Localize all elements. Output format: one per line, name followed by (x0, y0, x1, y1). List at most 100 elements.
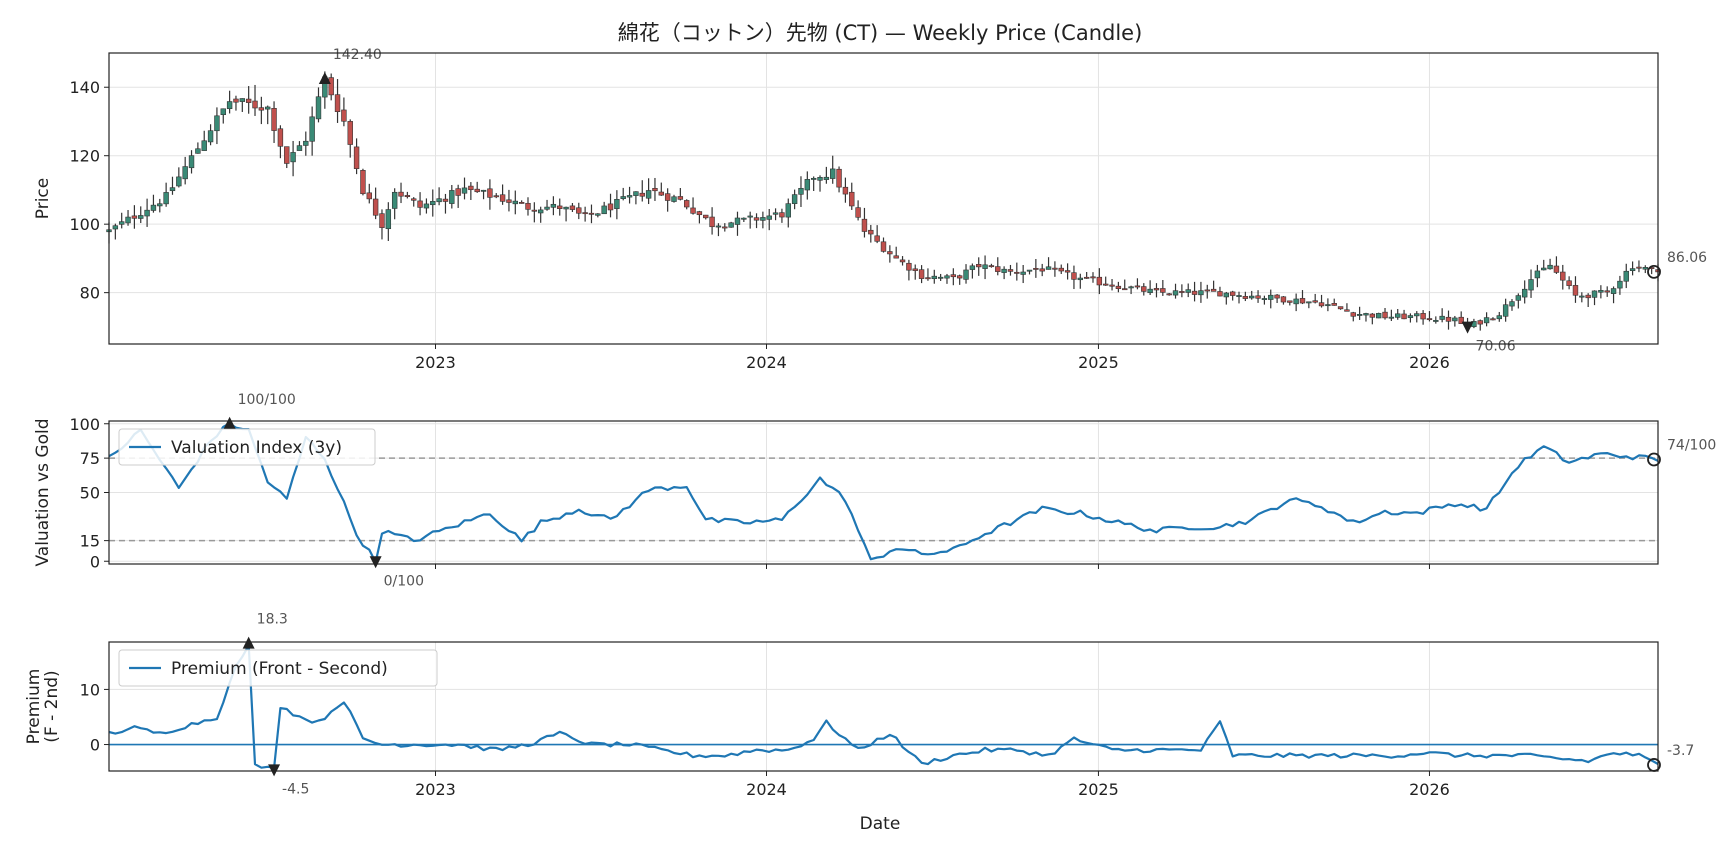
y-tick-label: 100 (69, 415, 100, 434)
candle-body (925, 277, 931, 280)
candle-body (125, 216, 131, 224)
candle-body (493, 195, 499, 198)
x-tick-label: 2026 (1409, 353, 1450, 372)
candle-body (512, 200, 518, 205)
candle-body (430, 201, 436, 206)
candle-body (690, 207, 696, 214)
candle-body (887, 251, 893, 255)
candle-body (271, 108, 277, 131)
min-annotation: 70.06 (1476, 339, 1516, 355)
candle-body (1312, 300, 1318, 303)
candle-body (550, 203, 557, 208)
candle-body (855, 207, 861, 218)
candle-body (626, 195, 633, 198)
candle-body (366, 192, 372, 200)
candle-body (861, 218, 868, 232)
premium-panel: 2023 2024 2025 2026 0 10 Premium(F - 2nd) Premi… (24, 612, 1694, 799)
candle-body (1401, 313, 1407, 320)
x-tick-label: 2023 (415, 780, 456, 799)
y-tick-label: 120 (69, 147, 100, 166)
candle-body (1179, 291, 1185, 293)
candle-body (1636, 266, 1642, 269)
candle-body (912, 268, 918, 271)
candle-body (1261, 298, 1268, 300)
panel-frame (108, 641, 1659, 772)
candle-body (372, 198, 379, 216)
candle-body (1521, 288, 1528, 298)
last-annotation: -3.7 (1667, 743, 1694, 759)
candle-body (341, 109, 347, 122)
candle-body (747, 215, 753, 218)
candle-body (1617, 280, 1623, 289)
candle-body (595, 213, 601, 216)
candle-body (328, 77, 334, 96)
y-tick-label: 75 (80, 449, 100, 468)
candle-body (1623, 270, 1629, 282)
candle-body (506, 199, 512, 203)
x-tick-label: 2026 (1409, 780, 1450, 799)
candle-body (1122, 288, 1128, 291)
candle-body (284, 146, 290, 164)
candle-body (620, 196, 626, 199)
candle-body (677, 196, 684, 200)
candle-body (937, 276, 944, 279)
candle-body (1369, 313, 1376, 318)
candle-body (157, 203, 163, 207)
candle-body (976, 264, 982, 268)
candle-body (1058, 267, 1064, 272)
candle-body (1509, 301, 1515, 307)
candle-body (144, 209, 150, 217)
candle-body (1534, 270, 1541, 279)
candle-body (334, 94, 341, 112)
candle-body (1604, 290, 1610, 293)
candle-body (918, 269, 925, 279)
candle-body (277, 128, 284, 147)
candle-body (1375, 313, 1382, 319)
candle-body (715, 225, 722, 228)
legend: Premium (Front - Second) (118, 649, 438, 687)
max-annotation: 18.3 (257, 612, 288, 628)
candle-body (1255, 295, 1261, 299)
candle-body (1515, 295, 1522, 301)
candle-body (201, 140, 207, 151)
candle-body (874, 235, 880, 242)
candle-body (531, 209, 538, 212)
candle-body (1420, 313, 1426, 320)
candle-body (582, 212, 588, 215)
candle-body (804, 179, 811, 191)
x-tick-label: 2024 (746, 780, 787, 799)
candle-body (1299, 298, 1306, 304)
candle-body (791, 194, 798, 204)
candle-body (1071, 272, 1077, 280)
candle-body (1598, 290, 1604, 293)
candle-body (1445, 316, 1452, 322)
candle-body (950, 274, 957, 278)
candle-body (1166, 293, 1172, 296)
candle-body (1109, 284, 1115, 287)
candle-body (220, 108, 226, 116)
candle-body (703, 214, 709, 219)
candle-body (1572, 285, 1579, 296)
max-marker (223, 416, 236, 429)
min-marker (1461, 321, 1474, 334)
candle-body (1128, 286, 1134, 289)
candle-body (785, 203, 791, 218)
candle-body (1052, 267, 1058, 270)
candle-body (1242, 296, 1249, 299)
candle-body (1407, 315, 1414, 318)
candle-body (1014, 271, 1020, 274)
candle-body (684, 200, 690, 208)
candle-body (233, 98, 239, 103)
y-axis-label: (F - 2nd) (42, 670, 62, 742)
max-marker (318, 72, 331, 85)
candle-body (1223, 292, 1230, 298)
candle-body (1318, 302, 1325, 307)
candle-body (1458, 316, 1464, 324)
candle-body (741, 217, 747, 220)
candle-body (252, 100, 258, 109)
candle-body (1560, 271, 1566, 281)
candle-body (734, 217, 741, 225)
candle-body (588, 212, 595, 215)
y-tick-label: 140 (69, 78, 100, 97)
